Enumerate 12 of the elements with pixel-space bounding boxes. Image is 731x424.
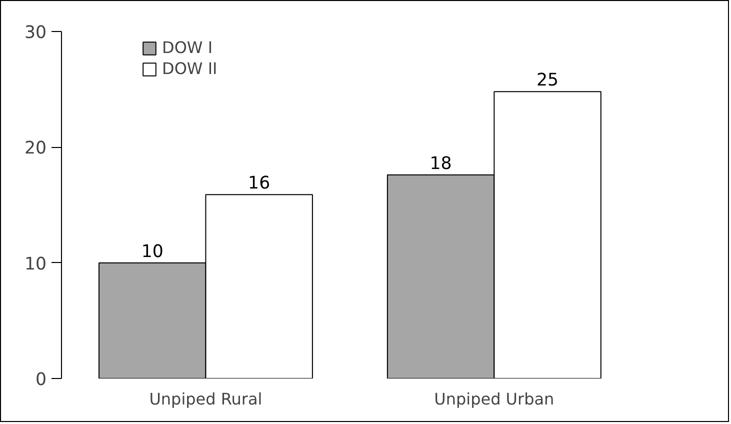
data-label: 18 (430, 154, 452, 174)
legend-label: DOW I (162, 38, 213, 57)
data-label: 16 (248, 174, 270, 194)
data-label: 25 (536, 70, 559, 91)
y-tick-label: 30 (24, 23, 47, 43)
data-label: 10 (141, 242, 164, 262)
y-tick-label: 0 (35, 370, 47, 390)
x-tick-label: Unpiped Rural (149, 390, 262, 408)
x-tick-label: Unpiped Urban (434, 390, 554, 408)
y-tick-label: 20 (24, 138, 47, 159)
y-tick-label: 10 (24, 254, 47, 274)
legend-label: DOW II (162, 59, 218, 78)
